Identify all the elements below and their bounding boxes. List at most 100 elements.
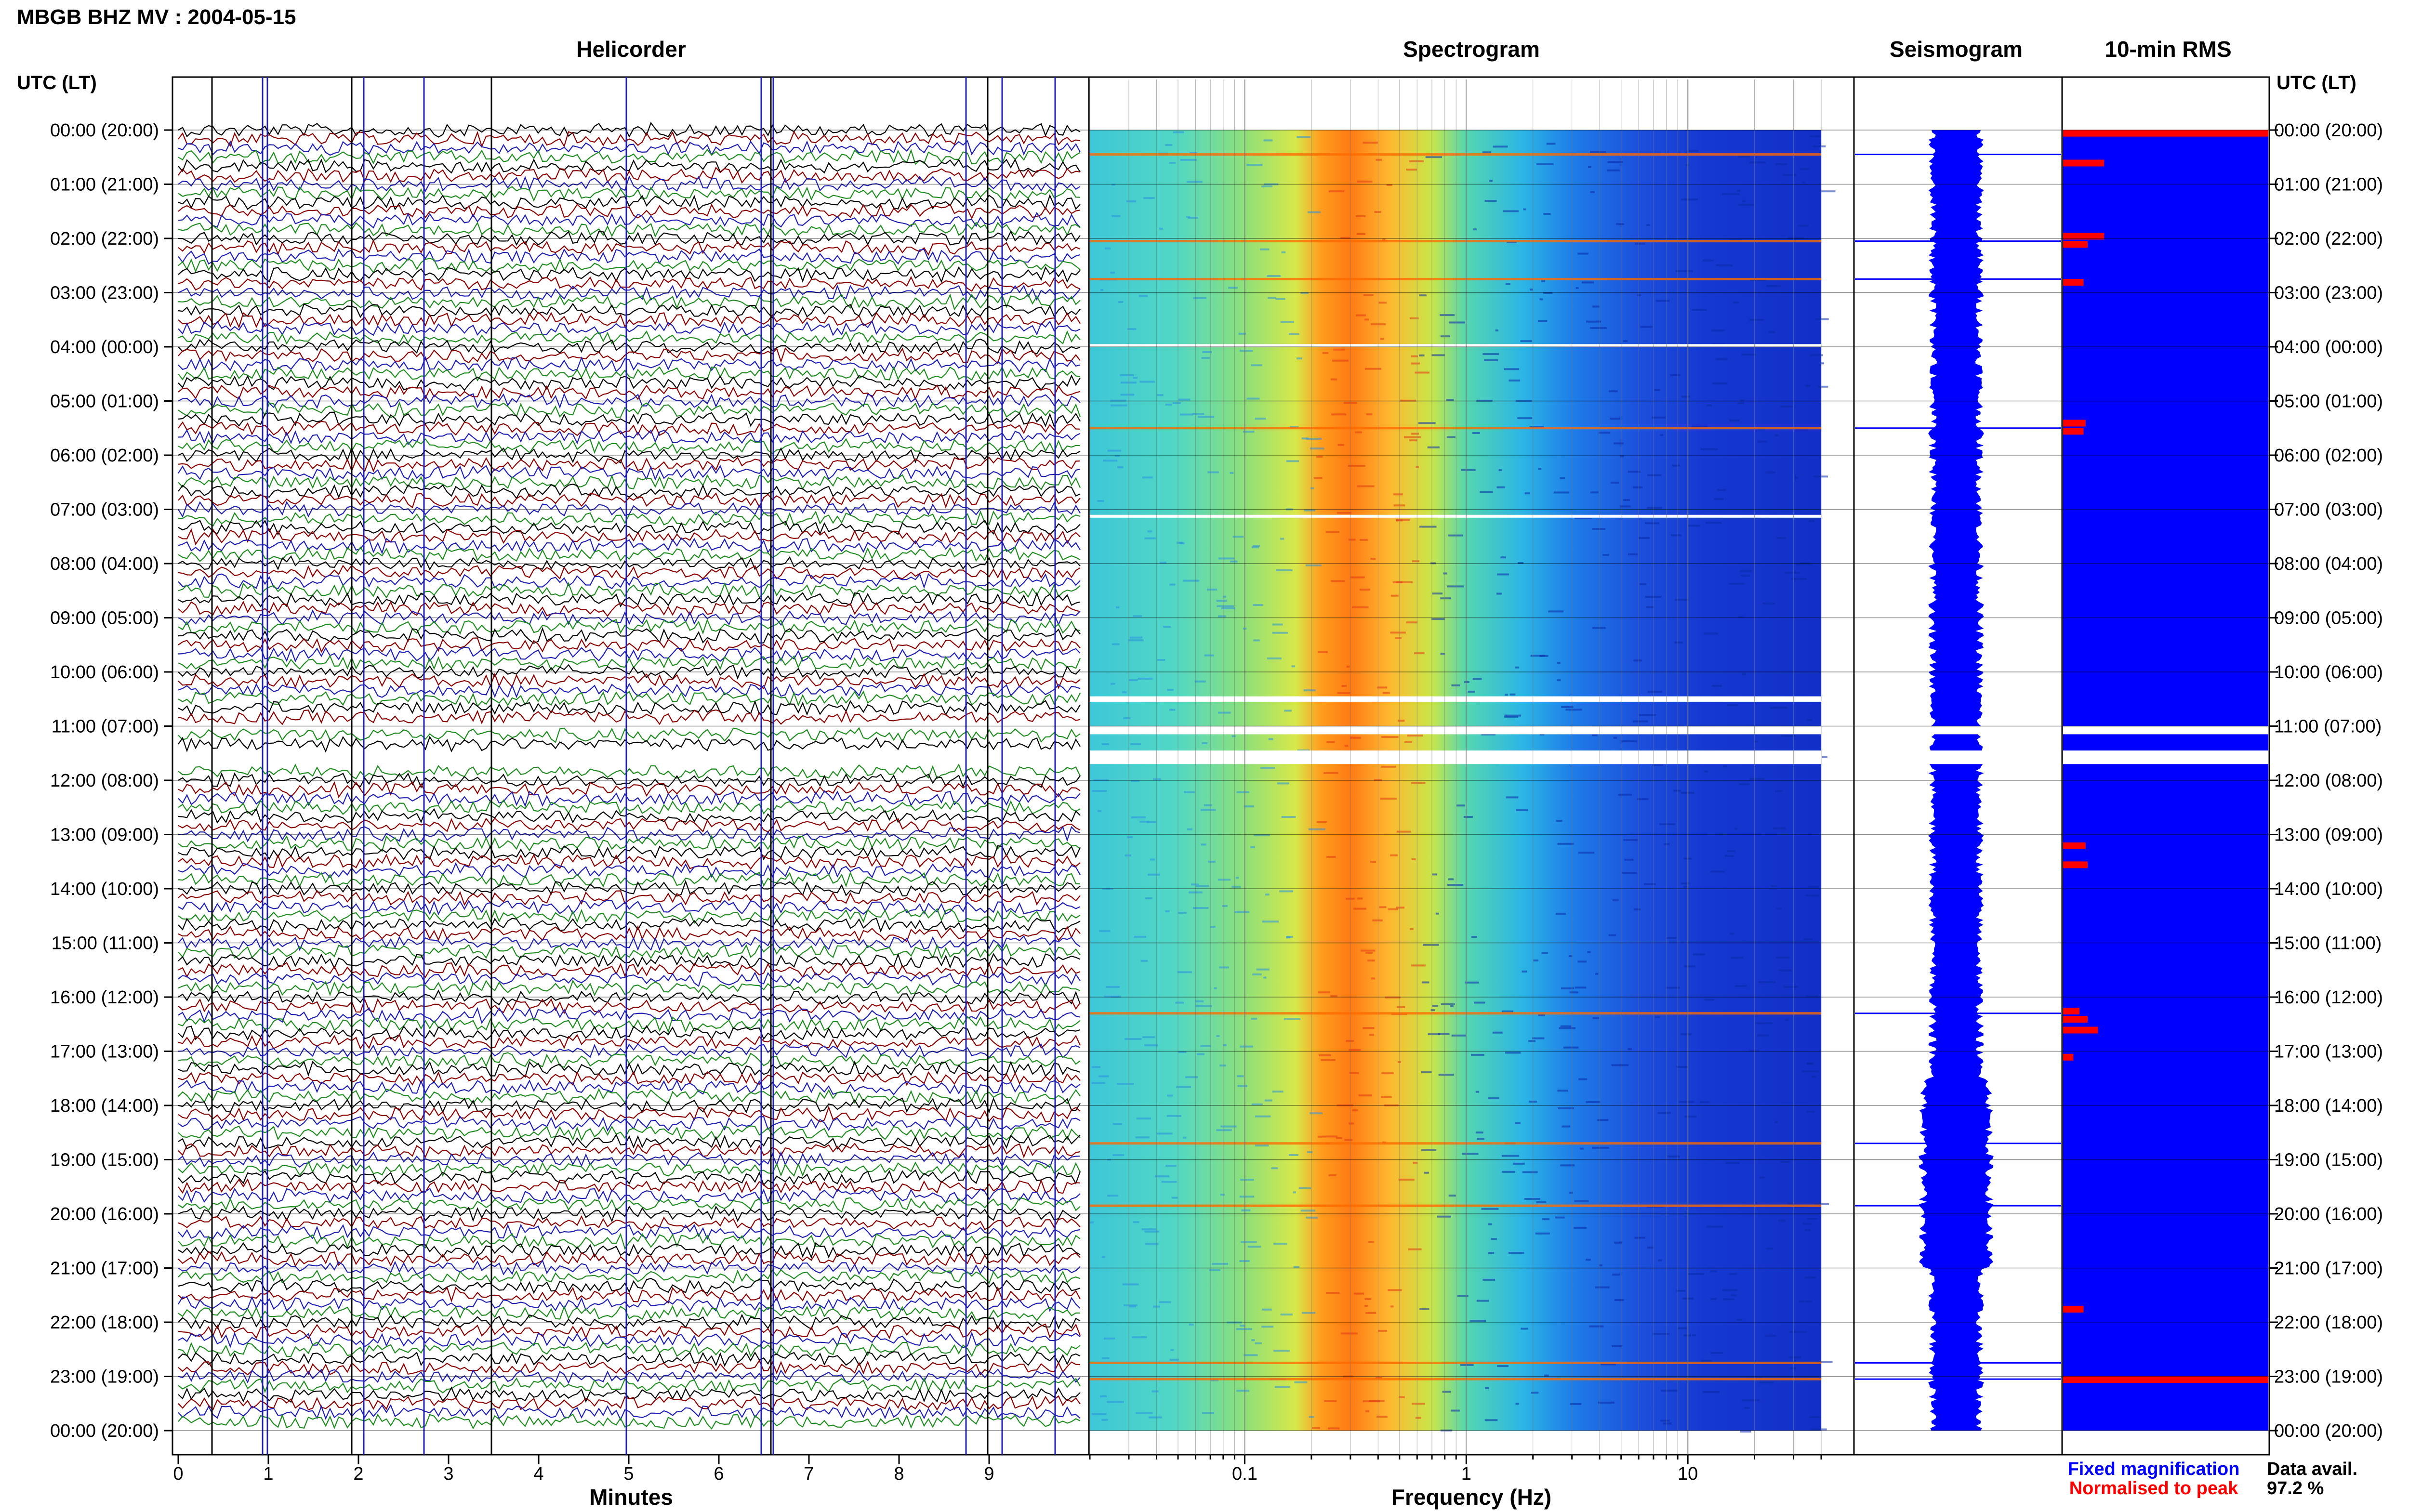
spectrogram-speckle [1432, 873, 1438, 876]
hour-label-right: 04:00 (00:00) [2274, 337, 2383, 357]
spectrogram-speckle [1692, 309, 1707, 311]
spectrogram-speckle [1776, 907, 1782, 910]
helicorder-trace [178, 601, 1081, 617]
spectrogram-speckle [1515, 1122, 1521, 1124]
spectrogram-speckle [1272, 631, 1288, 634]
spectrogram-speckle [1261, 185, 1272, 187]
spectrogram-speckle [1310, 1112, 1323, 1115]
spectrogram-speckle [1251, 364, 1262, 367]
helicorder-trace [178, 854, 1081, 870]
spectrogram-speckle [1206, 588, 1218, 591]
spectrogram-speckle [1127, 836, 1133, 839]
spectrogram-speckle [1700, 448, 1718, 450]
spectrogram-speckle [1523, 208, 1526, 210]
spectrogram-speckle [1192, 413, 1204, 415]
spectrogram-speckle [1644, 522, 1659, 525]
spectrogram-speckle [1251, 546, 1259, 549]
hour-label-left: 20:00 (16:00) [50, 1204, 159, 1224]
helicorder-trace [178, 763, 1081, 780]
spectrogram-speckle [1252, 545, 1260, 547]
spectrogram-speckle [1216, 1035, 1220, 1037]
spectrogram-speckle [1411, 433, 1419, 435]
hour-label-right: 11:00 (07:00) [2274, 717, 2382, 737]
spectrogram-speckle [1179, 542, 1185, 544]
spectrogram-speckle [1780, 405, 1794, 408]
spectrogram-speckle [1246, 164, 1263, 166]
spectrogram-speckle [1143, 197, 1155, 199]
spectrogram-speckle [1218, 711, 1231, 714]
helicorder-trace [178, 672, 1081, 690]
spectrogram-speckle [1281, 816, 1296, 818]
helicorder-trace [178, 1025, 1081, 1041]
helicorder-trace [178, 429, 1081, 446]
spectrogram-speckle [1308, 211, 1321, 213]
spectrogram-speckle [1741, 575, 1750, 577]
spectrogram-speckle [1400, 399, 1416, 402]
spectrogram-speckle [1432, 592, 1443, 595]
spectrogram-speckle [1506, 796, 1519, 799]
spectrogram-speckle [1639, 537, 1650, 539]
spectrogram-speckle [1297, 136, 1310, 138]
spectrogram-speckle [1333, 348, 1345, 351]
spectrogram-speckle [1515, 1403, 1519, 1405]
spectrogram-speckle [1325, 1292, 1340, 1294]
spectrogram-speckle [1687, 525, 1700, 527]
spectrogram-speckle [1438, 1033, 1450, 1035]
spectrogram-speckle [1541, 952, 1548, 954]
helicorder-trace [178, 1341, 1081, 1358]
spectrogram-speckle [1670, 534, 1682, 537]
helicorder-trace [178, 1088, 1081, 1104]
spectrogram-speckle [1261, 1326, 1274, 1328]
spectrogram-speckle [1406, 169, 1417, 171]
helicorder-trace [178, 1359, 1081, 1376]
spectrogram-speckle [1411, 355, 1418, 357]
spectrogram-speckle [1730, 933, 1734, 935]
spectrogram-speckle [1196, 1053, 1204, 1055]
hour-label-left: 09:00 (05:00) [50, 608, 159, 629]
spectrogram-speckle [1557, 679, 1561, 682]
spectrogram-speckle [1702, 259, 1714, 262]
spectrogram-speckle [1504, 716, 1518, 718]
spectrogram-speckle [1306, 1216, 1318, 1219]
spectrogram-speckle [1503, 210, 1519, 212]
spectrogram-speckle [1267, 275, 1281, 277]
helicorder-trace [178, 979, 1081, 997]
helicorder-trace [178, 320, 1081, 336]
spectrogram-speckle [1464, 816, 1473, 818]
spectrogram-speckle [1632, 720, 1648, 723]
spectrogram-speckle [1167, 689, 1174, 691]
spectrogram-speckle [1157, 394, 1164, 396]
spectrogram-speckle [1706, 1225, 1723, 1228]
helicorder-trace [178, 175, 1081, 193]
spectrogram-speckle [1807, 1218, 1818, 1220]
spectrogram-speckle [1321, 1059, 1336, 1061]
spectrogram-speckle [1703, 632, 1718, 635]
spectrogram-speckle [1279, 890, 1294, 893]
spectrogram-speckle [1438, 1074, 1454, 1076]
spectrogram-speckle [1228, 287, 1238, 289]
spectrogram-speckle [1293, 1266, 1300, 1268]
spectrogram-speckle [1759, 981, 1776, 983]
spectrogram-speckle [1599, 1264, 1603, 1266]
spectrogram-speckle [1231, 885, 1241, 888]
spectrogram-speckle [1414, 652, 1425, 655]
hour-label-right: 09:00 (05:00) [2274, 608, 2383, 629]
spectrogram-speckle [1440, 653, 1445, 655]
spectrogram-speckle [1219, 1065, 1226, 1067]
helicorder-trace [178, 1215, 1081, 1231]
spectrogram-speckle [1456, 804, 1465, 807]
spectrogram-speckle [1223, 595, 1226, 598]
spectrogram-speckle [1200, 809, 1216, 811]
spectrogram-speckle [1536, 163, 1554, 165]
spectrogram-speckle [1561, 987, 1575, 989]
spectrogram-speckle [1725, 1162, 1740, 1164]
helicorder-trace [178, 935, 1081, 951]
hour-label-right: 03:00 (23:00) [2274, 283, 2383, 303]
spectrogram-speckle [1676, 1289, 1685, 1292]
spectrogram-speckle [1235, 877, 1239, 879]
spectrogram-speckle [1810, 135, 1821, 137]
spectrogram-speckle [1496, 592, 1502, 595]
spectrogram-speckle [1555, 913, 1566, 915]
spectrogram-speckle [1254, 834, 1270, 837]
